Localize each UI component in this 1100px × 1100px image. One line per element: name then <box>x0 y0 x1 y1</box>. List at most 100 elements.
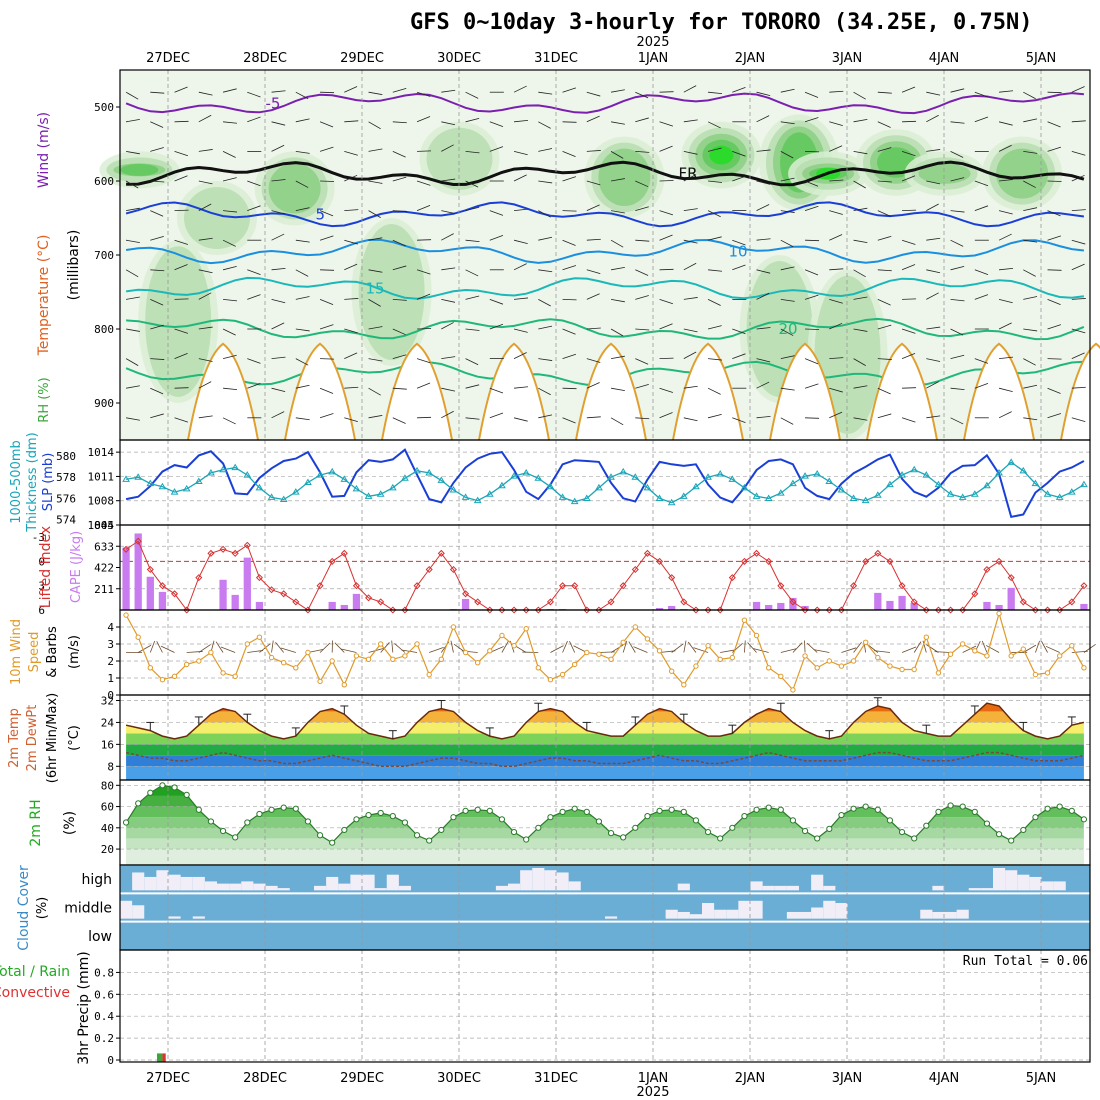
thickness-point <box>376 490 385 497</box>
cloud-bar-high <box>265 885 278 891</box>
wind-barb <box>1023 118 1038 123</box>
cloud-bar-high <box>156 870 169 891</box>
wind-barb <box>247 269 261 275</box>
wind-barb <box>295 180 309 188</box>
wind-speed-point <box>183 661 190 668</box>
wind-barb <box>198 114 212 123</box>
cloud-bar-high <box>532 868 545 891</box>
wind-barb-10m <box>247 650 264 653</box>
wind-speed-point <box>511 643 517 649</box>
temp-axis-label-4: (°C) <box>67 725 82 751</box>
wind-speed-point <box>693 663 699 669</box>
thickness-point <box>304 478 312 485</box>
wind-barb <box>344 86 358 93</box>
cape-bar <box>886 600 894 610</box>
wind-speed-point <box>778 673 784 679</box>
wind-barb <box>829 268 844 271</box>
rh-point <box>256 810 263 818</box>
rh-point <box>401 819 409 826</box>
wind-barb-10m <box>156 641 163 653</box>
cloud-bar-middle <box>168 916 181 919</box>
wind-speed-point <box>171 673 178 679</box>
lifted-index-point <box>486 606 494 614</box>
rh-band <box>126 795 1084 807</box>
wind-barb <box>295 296 310 300</box>
wind-barb <box>538 325 553 330</box>
cape-bar <box>801 605 809 610</box>
rh-point <box>195 806 202 813</box>
wind-barb <box>635 151 650 153</box>
precip-tick-label: 0.4 <box>94 1010 114 1023</box>
wind-barb <box>271 179 286 182</box>
wind-barb <box>198 358 213 362</box>
cape-bar <box>146 576 154 610</box>
heating-contour <box>381 342 453 441</box>
wind-speed-point <box>668 668 675 674</box>
rh-point <box>583 808 590 815</box>
wind-barb <box>635 117 649 123</box>
bottom-date-label: 2JAN <box>735 1071 766 1086</box>
rh-point <box>523 836 530 843</box>
rh-point <box>389 813 396 820</box>
cloud-bar-high <box>762 885 775 891</box>
rh-band <box>126 849 1084 865</box>
lifted-index-point <box>280 590 288 598</box>
lifted-index-point <box>837 606 845 614</box>
cape-tick-label: 633 <box>94 540 114 553</box>
wind-barb-10m <box>271 640 274 653</box>
wind-barb-10m <box>806 642 818 653</box>
wind-barb <box>223 387 238 391</box>
heating-contour <box>478 342 550 441</box>
wind-barb <box>926 180 941 185</box>
wind-barb-10m <box>394 643 406 653</box>
wind-barb-10m <box>137 644 152 653</box>
wind-barb <box>1023 296 1038 300</box>
wind-barb-10m <box>1035 640 1040 653</box>
cape-li-frame <box>119 524 1091 611</box>
thickness-line <box>125 461 1085 504</box>
wind-barb <box>489 299 504 305</box>
wind-barb-10m <box>319 642 331 653</box>
thickness-axis-label-1: 1000-500mb <box>9 440 24 524</box>
wind-barb <box>222 88 237 93</box>
wind-barb <box>150 269 165 272</box>
wind-barb <box>295 417 310 421</box>
temp-tick-label: 24 <box>101 716 115 729</box>
wind-barb <box>877 180 892 183</box>
wind-barb <box>465 417 480 420</box>
cape-axis-label: CAPE (J/kg) <box>69 531 84 603</box>
wind-barb <box>707 299 721 306</box>
wind-speed-point <box>887 663 893 669</box>
wind-barb <box>708 358 723 361</box>
rh-point <box>959 803 966 810</box>
wind-barb <box>562 239 576 246</box>
rh-point <box>498 816 506 823</box>
wind-barb <box>150 324 164 330</box>
temp-band <box>126 711 1084 723</box>
wind-barb <box>368 387 381 396</box>
wind-barb <box>368 358 383 362</box>
wind-barb <box>926 381 939 389</box>
wind-barb-10m <box>720 649 736 653</box>
wind-barb <box>683 385 698 389</box>
wind-barb <box>926 203 939 211</box>
wind-barb <box>974 383 989 389</box>
wind-barb <box>489 323 504 330</box>
wind-barb <box>198 292 212 300</box>
cloud-bar-middle <box>120 900 133 919</box>
temp-axis-label-2: 2m DewPt <box>25 705 40 772</box>
wind-barb-10m <box>562 640 568 653</box>
wind-barb <box>344 352 358 359</box>
wind-speed-point <box>935 670 942 676</box>
wind-barb <box>659 145 673 152</box>
rh-contour-fill <box>268 163 321 214</box>
rh-point <box>1032 814 1039 821</box>
cloud-bar-high <box>1029 876 1042 891</box>
wind-barb-10m <box>671 643 684 653</box>
thickness-point <box>207 468 215 476</box>
wind-barb <box>441 233 454 241</box>
wind-barb-10m <box>934 651 951 653</box>
lifted-index-point <box>413 582 421 590</box>
wind-barb-10m <box>962 645 977 653</box>
wind-barb <box>174 328 189 334</box>
